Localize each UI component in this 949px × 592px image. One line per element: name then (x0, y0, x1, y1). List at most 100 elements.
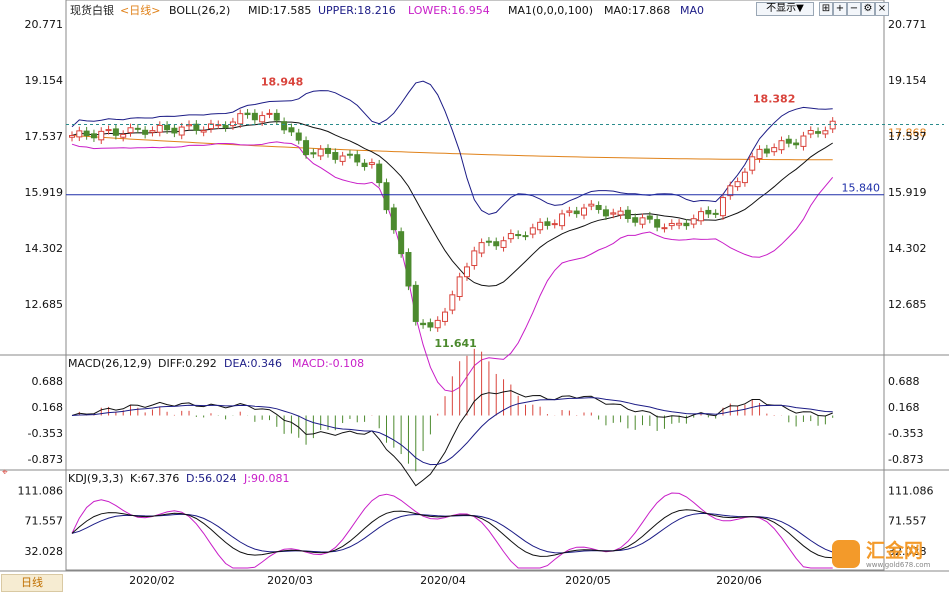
x-tick-label: 2020/05 (565, 574, 611, 587)
kdj-tick-label: 32.028 (25, 545, 64, 558)
boll-lower-line (71, 141, 834, 393)
candle (361, 162, 368, 168)
candle (822, 130, 829, 135)
price-tick-label: 20.771 (888, 18, 927, 31)
close-icon[interactable]: × (875, 2, 889, 16)
candle (712, 212, 719, 215)
candle (317, 148, 324, 157)
macd-diff-label: DIFF:0.292 (158, 357, 217, 370)
expand-icon[interactable]: ⊞ (819, 2, 833, 16)
candle (829, 120, 836, 130)
x-tick-label: 2020/03 (267, 574, 313, 587)
macd-tick-label: 0.168 (32, 401, 64, 414)
last-price-label: 17.868 (888, 126, 927, 139)
high-annotation: 18.948 (261, 75, 303, 88)
candle (463, 266, 470, 278)
candle (398, 231, 405, 255)
kdj-j-label: J:90.081 (244, 472, 290, 485)
candle (405, 252, 412, 287)
candle (741, 171, 748, 184)
candle (149, 130, 156, 133)
candle (69, 135, 75, 138)
candle (281, 121, 288, 131)
candle (156, 124, 163, 133)
ma0-tag: MA0 (680, 4, 705, 17)
candle (259, 115, 266, 123)
candle (493, 241, 500, 247)
candle (134, 127, 141, 130)
macd-tick-label: 0.168 (888, 401, 920, 414)
candle (727, 185, 734, 197)
candle (581, 207, 587, 216)
x-tick-label: 2020/02 (129, 574, 175, 587)
candle (778, 140, 785, 151)
candle (676, 222, 683, 226)
candle (442, 311, 449, 322)
candle (500, 240, 507, 248)
candle (719, 197, 726, 217)
macd-tick-label: 0.688 (888, 375, 920, 388)
candle (595, 205, 602, 210)
candle (76, 130, 83, 138)
candle (763, 148, 770, 154)
candle (734, 181, 741, 188)
candle (661, 227, 668, 230)
settings-icon[interactable]: ⚙ (861, 2, 875, 16)
price-tick-label: 20.771 (25, 18, 64, 31)
macd-dea-label: DEA:0.346 (224, 357, 282, 370)
gold-logo-icon (832, 540, 860, 568)
candle (266, 112, 273, 115)
candle (471, 250, 478, 267)
candle (800, 135, 807, 147)
macd-tick-label: -0.873 (28, 453, 63, 466)
price-tick-label: 19.154 (25, 74, 64, 87)
candle (339, 155, 346, 162)
candle (683, 222, 690, 227)
boll-lower-label: LOWER:16.954 (408, 4, 490, 17)
zoom-in-icon[interactable]: + (833, 2, 847, 16)
candle (427, 322, 434, 328)
candle (325, 147, 331, 154)
candle (434, 319, 441, 329)
macd-tick-label: -0.353 (888, 427, 923, 440)
tab-daily[interactable]: 日线 (1, 574, 63, 592)
candle (412, 284, 419, 322)
candle (90, 133, 97, 139)
zoom-out-icon[interactable]: − (847, 2, 861, 16)
candle (222, 124, 229, 129)
price-tick-label: 17.537 (25, 130, 64, 143)
candle (690, 218, 697, 225)
candle (515, 234, 522, 237)
candle (522, 235, 529, 238)
candle (244, 112, 251, 116)
candle (815, 131, 822, 134)
kdj-tick-label: 71.557 (25, 515, 64, 528)
kdj-tick-label: 32.028 (888, 545, 927, 558)
candle (646, 215, 653, 220)
candle (551, 223, 558, 226)
hide-indicator-button[interactable]: 不显示▼ (756, 2, 814, 16)
crosshair-icon[interactable]: ⌖ (2, 467, 8, 478)
boll-upper-label: UPPER:18.216 (318, 4, 396, 17)
candle (164, 124, 171, 131)
candle (368, 162, 375, 165)
price-tick-label: 17.537 (888, 130, 927, 143)
kdj-d-label: D:56.024 (186, 472, 237, 485)
candle (332, 152, 339, 160)
candle (749, 156, 756, 171)
candle (756, 148, 763, 160)
kdj-tick-label: 111.086 (888, 484, 934, 497)
candle (449, 294, 456, 311)
price-tick-label: 12.685 (888, 298, 927, 311)
macd-value-label: MACD:-0.108 (292, 357, 365, 370)
candle (127, 127, 134, 134)
candle (478, 242, 485, 254)
candle (602, 209, 609, 217)
candle (310, 152, 317, 155)
price-tick-label: 15.919 (25, 186, 64, 199)
kdj-tick-label: 71.557 (888, 515, 927, 528)
macd-dea-line (71, 397, 833, 466)
candle (573, 210, 580, 215)
kdj-k-line (71, 509, 833, 559)
